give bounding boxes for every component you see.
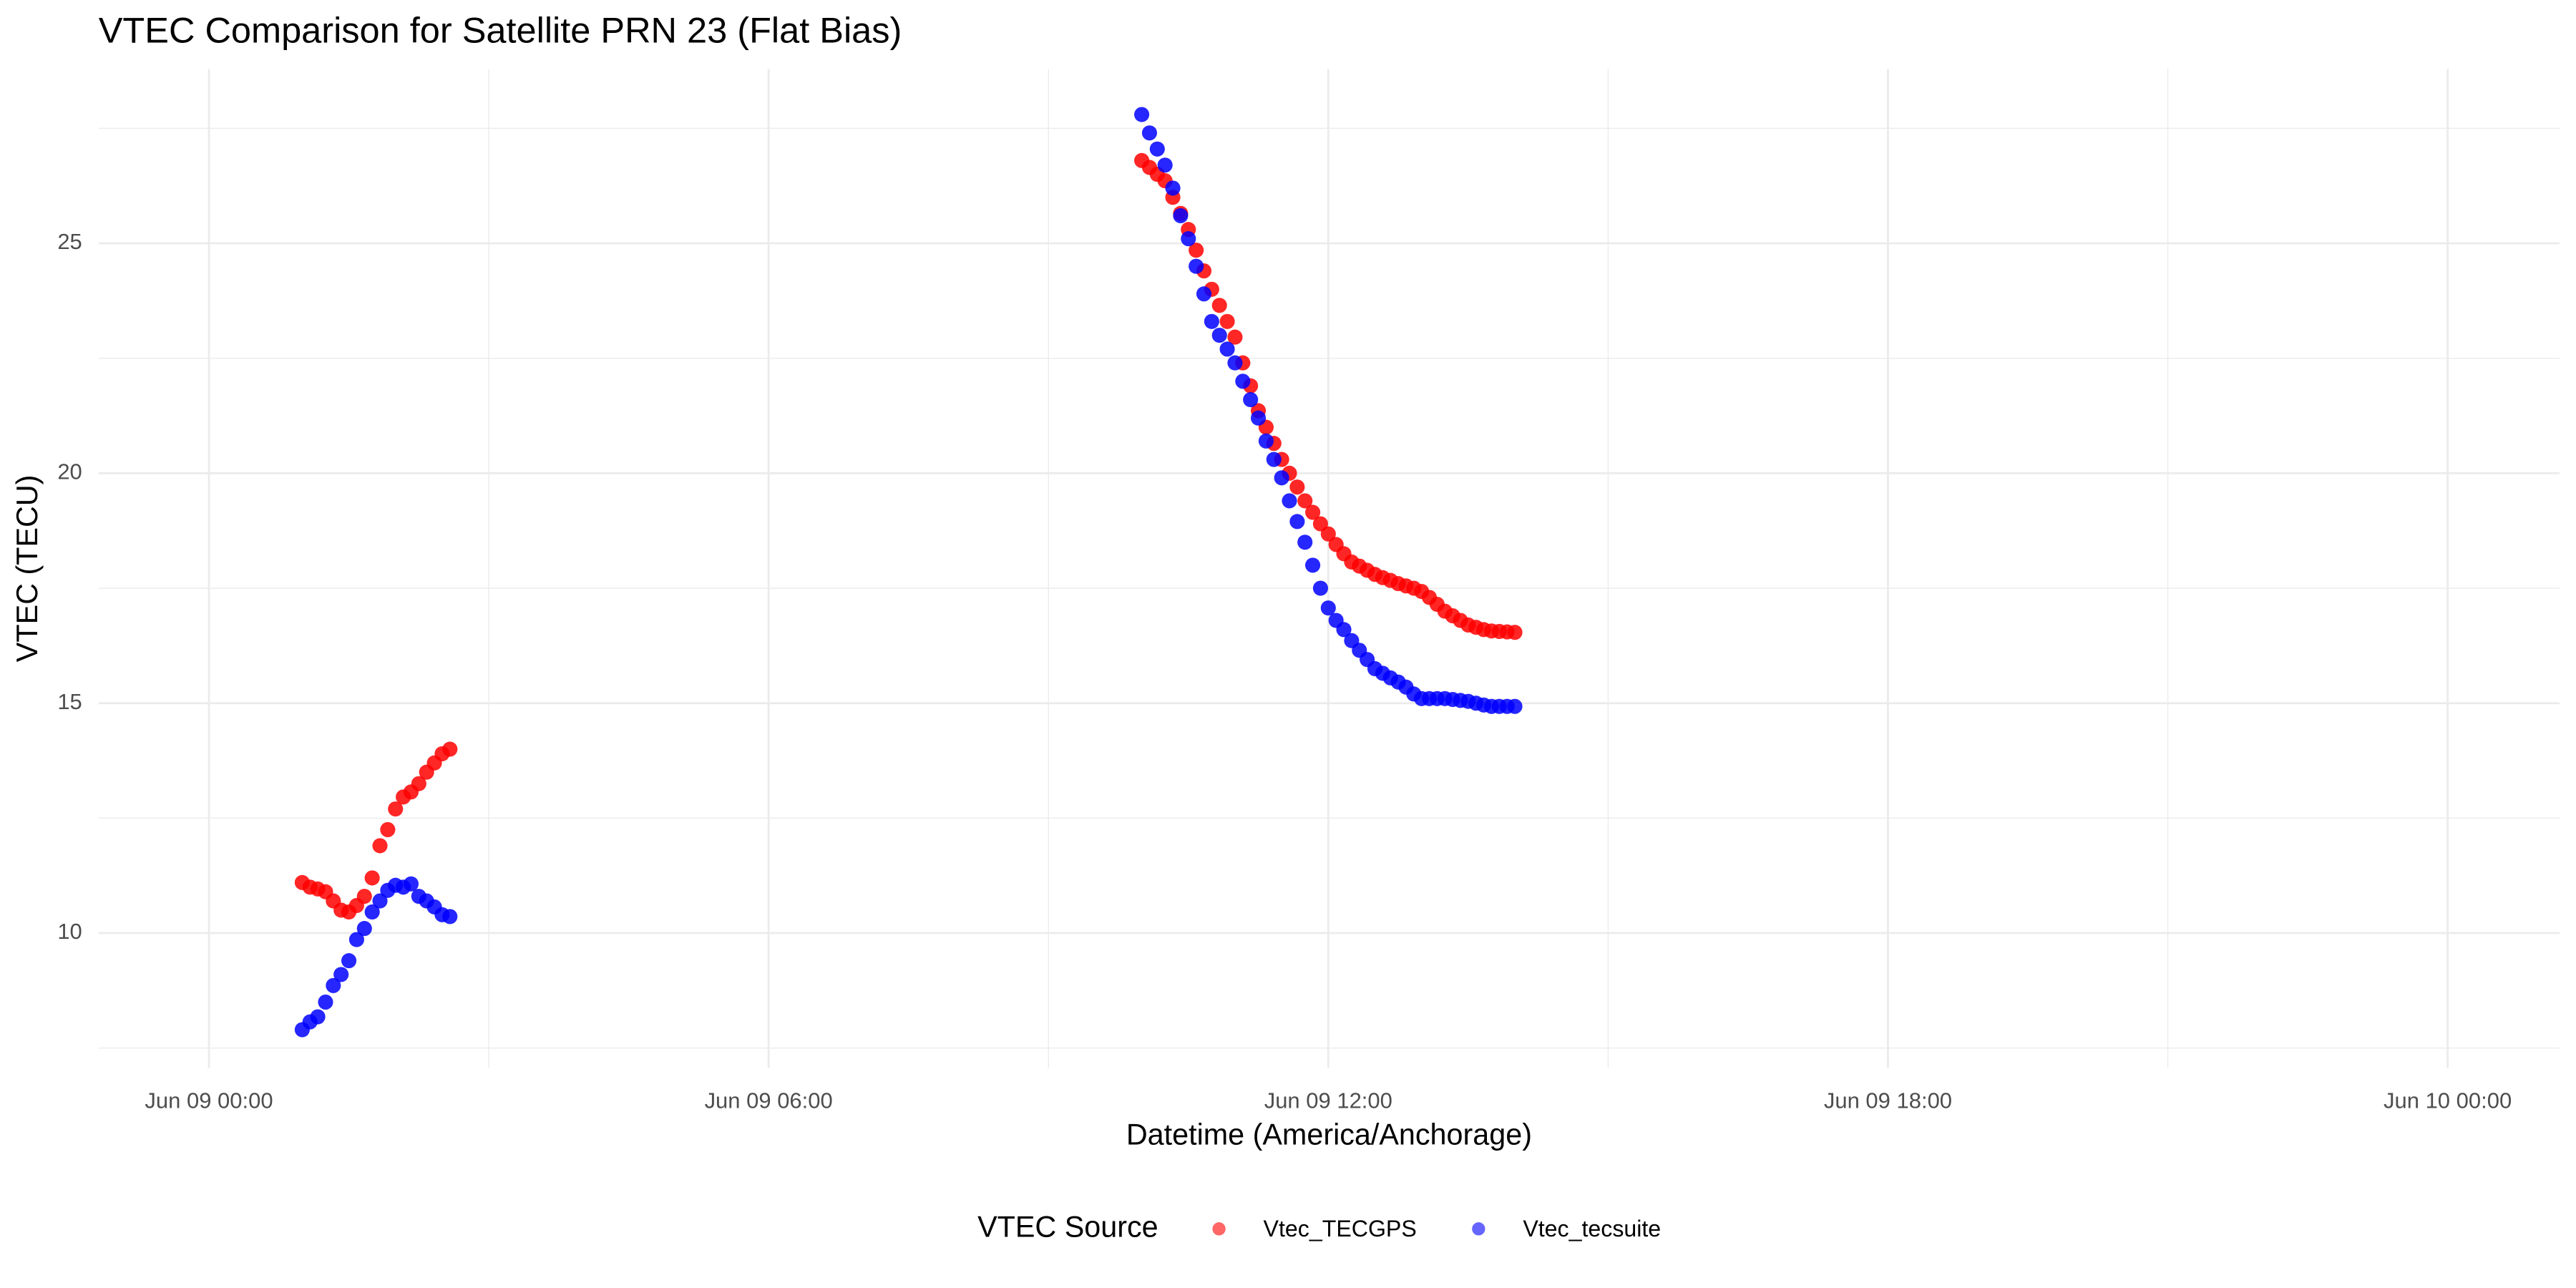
point [318,994,333,1010]
point [1297,493,1313,509]
legend-label: Vtec_TECGPS [1264,1216,1417,1241]
point [1211,298,1227,313]
point [1289,514,1305,530]
point [356,921,372,937]
point [1181,231,1196,247]
point [1211,327,1227,343]
point [1282,493,1297,509]
x-tick-label: Jun 09 06:00 [705,1088,833,1113]
point [372,838,388,854]
point [1507,625,1523,640]
point [403,876,419,892]
point [348,932,364,947]
point [1258,433,1274,449]
x-tick-label: Jun 09 18:00 [1824,1088,1952,1113]
point [1227,355,1243,371]
x-tick-label: Jun 10 00:00 [2384,1088,2512,1113]
point [1507,698,1523,714]
x-tick-label: Jun 09 12:00 [1264,1088,1392,1113]
point [372,893,388,909]
point [1297,535,1313,550]
point [1149,141,1165,157]
point [1134,107,1150,122]
point [1189,258,1204,274]
point [1227,329,1243,345]
points [294,107,1523,1038]
point [333,967,349,982]
point [364,904,380,920]
point [1243,391,1259,408]
y-tick-label: 20 [57,459,82,484]
point [1289,479,1305,495]
point [364,870,380,886]
point [442,741,458,757]
point [1196,286,1212,302]
point [1189,243,1204,258]
point [341,953,357,969]
point [1250,410,1267,426]
point [1274,470,1289,486]
point [1165,180,1181,196]
y-tick-label: 15 [57,689,82,714]
point [1204,313,1219,329]
legend-key [1212,1222,1226,1236]
point [1219,313,1235,329]
point [1266,452,1282,467]
point [1157,157,1173,173]
chart-title: VTEC Comparison for Satellite PRN 23 (Fl… [99,9,902,50]
y-tick-label: 10 [57,919,82,944]
y-axis-label: VTEC (TECU) [11,475,44,663]
legend-key [1472,1222,1485,1236]
point [388,801,404,817]
point [356,889,372,904]
point [411,776,426,791]
grid [98,69,2560,1068]
point [1320,600,1336,616]
point [1312,580,1329,596]
point [1141,125,1158,141]
point [1305,557,1321,573]
point [1336,622,1352,638]
point [1173,208,1189,224]
point [310,1009,326,1025]
point [1305,504,1321,520]
point [380,821,396,837]
x-tick-label: Jun 09 00:00 [145,1088,273,1113]
point [1235,374,1251,389]
point [1320,526,1336,542]
point [326,977,341,993]
y-tick-label: 25 [57,229,82,254]
point [442,909,458,924]
x-axis-label: Datetime (America/Anchorage) [1126,1118,1532,1151]
point [1219,341,1235,357]
legend: Vtec_TECGPS Vtec_tecsuite [1212,1216,1661,1241]
legend-label: Vtec_tecsuite [1523,1216,1661,1241]
legend-title: VTEC Source [977,1210,1158,1243]
